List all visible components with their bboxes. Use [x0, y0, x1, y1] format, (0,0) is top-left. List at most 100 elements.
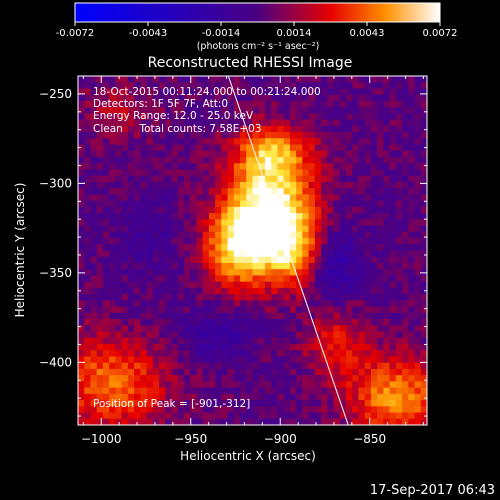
heatmap-cell	[90, 400, 98, 407]
heatmap-cell	[345, 250, 353, 258]
heatmap-cell	[414, 418, 422, 425]
heatmap-cell	[196, 238, 204, 245]
heatmap-cell	[102, 88, 110, 96]
heatmap-cell	[364, 100, 372, 108]
heatmap-cell	[252, 213, 260, 220]
heatmap-cell	[159, 82, 166, 90]
heatmap-cell	[233, 300, 241, 308]
heatmap-cell	[233, 256, 241, 264]
heatmap-cell	[159, 343, 166, 351]
heatmap-cell	[402, 88, 409, 96]
heatmap-cell	[408, 269, 416, 277]
heatmap-cell	[389, 82, 397, 90]
heatmap-cell	[202, 175, 210, 183]
heatmap-cell	[345, 188, 353, 196]
heatmap-cell	[345, 213, 353, 220]
heatmap-cell	[283, 356, 291, 364]
heatmap-cell	[233, 400, 241, 407]
heatmap-cell	[377, 418, 384, 425]
heatmap-cell	[252, 362, 260, 370]
heatmap-cell	[395, 94, 403, 102]
heatmap-cell	[420, 381, 427, 389]
heatmap-cell	[227, 319, 235, 326]
heatmap-cell	[109, 244, 116, 252]
heatmap-cell	[283, 375, 291, 382]
heatmap-cell	[389, 350, 397, 358]
heatmap-cell	[146, 393, 154, 401]
heatmap-cell	[84, 387, 92, 395]
heatmap-cell	[233, 213, 241, 220]
heatmap-cell	[314, 231, 322, 239]
heatmap-cell	[90, 269, 98, 277]
heatmap-cell	[264, 368, 272, 376]
heatmap-cell	[364, 188, 372, 196]
heatmap-cell	[171, 200, 179, 208]
heatmap-cell	[78, 76, 85, 83]
heatmap-cell	[190, 368, 198, 376]
heatmap-cell	[208, 107, 216, 114]
heatmap-cell	[327, 138, 335, 146]
heatmap-cell	[246, 88, 254, 96]
heatmap-cell	[395, 188, 403, 196]
heatmap-cell	[177, 107, 185, 114]
heatmap-cell	[78, 107, 85, 114]
heatmap-cell	[183, 94, 191, 102]
heatmap-cell	[115, 387, 123, 395]
heatmap-cell	[364, 200, 372, 208]
heatmap-cell	[420, 325, 427, 333]
heatmap-cell	[420, 337, 427, 345]
heatmap-cell	[84, 169, 92, 177]
heatmap-cell	[370, 100, 378, 108]
heatmap-cell	[402, 269, 409, 277]
heatmap-cell	[159, 119, 166, 127]
heatmap-cell	[227, 362, 235, 370]
heatmap-cell	[321, 269, 328, 277]
heatmap-cell	[134, 144, 141, 152]
heatmap-cell	[283, 100, 291, 108]
heatmap-cell	[177, 412, 185, 420]
heatmap-cell	[177, 262, 185, 270]
heatmap-cell	[314, 412, 322, 420]
heatmap-cell	[115, 119, 123, 127]
heatmap-cell	[227, 368, 235, 376]
heatmap-cell	[414, 181, 422, 189]
heatmap-cell	[90, 82, 98, 90]
heatmap-cell	[96, 82, 104, 90]
heatmap-cell	[246, 250, 254, 258]
heatmap-cell	[383, 294, 391, 301]
heatmap-cell	[408, 418, 416, 425]
heatmap-cell	[121, 331, 129, 339]
heatmap-cell	[159, 125, 166, 133]
heatmap-cell	[327, 163, 335, 171]
heatmap-cell	[277, 213, 285, 220]
heatmap-cell	[370, 181, 378, 189]
heatmap-cell	[190, 119, 198, 127]
heatmap-cell	[140, 144, 148, 152]
heatmap-cell	[152, 287, 160, 295]
heatmap-cell	[333, 381, 341, 389]
heatmap-cell	[240, 219, 247, 227]
heatmap-cell	[271, 175, 279, 183]
heatmap-cell	[408, 100, 416, 108]
heatmap-cell	[96, 219, 104, 227]
heatmap-cell	[358, 150, 366, 158]
heatmap-cell	[233, 368, 241, 376]
heatmap-cell	[364, 225, 372, 233]
heatmap-cell	[402, 387, 409, 395]
heatmap-cell	[314, 132, 322, 139]
heatmap-cell	[134, 150, 141, 158]
heatmap-cell	[140, 250, 148, 258]
heatmap-cell	[296, 157, 303, 164]
heatmap-cell	[208, 88, 216, 96]
heatmap-cell	[352, 375, 360, 382]
heatmap-cell	[102, 362, 110, 370]
heatmap-cell	[296, 113, 303, 121]
heatmap-cell	[283, 82, 291, 90]
heatmap-cell	[364, 331, 372, 339]
heatmap-cell	[227, 381, 235, 389]
heatmap-cell	[296, 319, 303, 326]
heatmap-cell	[159, 281, 166, 289]
heatmap-cell	[190, 337, 198, 345]
heatmap-cell	[420, 294, 427, 301]
heatmap-cell	[190, 319, 198, 326]
